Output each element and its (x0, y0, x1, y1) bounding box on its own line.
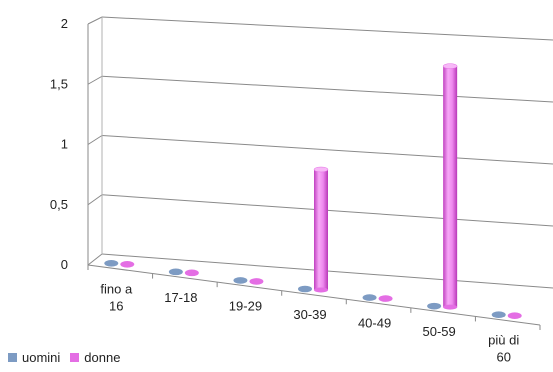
bars (104, 63, 522, 320)
x-category-label-line: 17-18 (164, 290, 197, 305)
x-category-label: 19-29 (229, 298, 262, 313)
bar-uomini-cap (168, 268, 183, 276)
gridline (101, 16, 553, 41)
x-category-label-line: 50-59 (423, 324, 456, 339)
y-tick-label: 2 (61, 16, 68, 31)
bar-uomini-cap (491, 311, 506, 319)
bar-uomini-cap (427, 302, 442, 310)
legend-swatch-uomini (8, 353, 17, 362)
gridline-side (87, 16, 103, 25)
bar-donne-cap (120, 260, 135, 268)
legend-label-uomini: uomini (22, 350, 61, 365)
gridline-side (87, 194, 103, 206)
bar-donne-top (313, 166, 329, 173)
bar-donne-body (443, 66, 458, 308)
bar-donne-cap (184, 269, 199, 277)
x-category-label-line: 19-29 (229, 298, 262, 313)
legend-item-donne: donne (70, 350, 120, 365)
x-category-label: fino a 16 (100, 281, 133, 313)
x-category-label-line: 30-39 (293, 307, 326, 322)
gridline-side (87, 253, 103, 266)
x-category-label: 40-49 (358, 316, 391, 331)
y-tick-label: 0,5 (50, 197, 68, 212)
bar-donne-cap (378, 295, 393, 302)
bar-uomini-cap (362, 294, 377, 301)
bar-uomini-cap (298, 285, 312, 293)
bar-donne-cap (249, 278, 264, 285)
gridline (101, 75, 553, 103)
gridline-side (87, 75, 103, 85)
legend-label-donne: donne (84, 350, 121, 365)
legend-item-uomini: uomini (8, 350, 60, 365)
bar-donne-base (314, 287, 328, 293)
legend-swatch-donne (70, 353, 80, 362)
x-category-label-line: fino a (100, 281, 133, 296)
gridline-side (87, 135, 103, 145)
bar-donne-base (443, 304, 458, 310)
y-tick-labels: 0 0,5 1 1,5 2 (50, 16, 68, 272)
x-category-label-line: 60 (496, 350, 510, 365)
y-tick-label: 0 (61, 257, 68, 272)
x-category-label: 50-59 (423, 324, 456, 339)
bar-uomini-cap (233, 277, 248, 284)
y-tick-label: 1,5 (50, 76, 68, 91)
x-category-label-line: 16 (109, 298, 123, 313)
x-category-label: 17-18 (164, 290, 197, 305)
x-category-label: 30-39 (293, 307, 326, 322)
bar-donne-top (442, 63, 458, 69)
x-category-label-line: più di (488, 333, 519, 348)
legend: uomini donne (8, 350, 120, 365)
axes (87, 17, 541, 330)
x-category-label-line: 40-49 (358, 316, 391, 331)
bar-donne-cap (507, 312, 522, 320)
x-category-labels: fino a 16 17-18 19-29 30-39 40-49 50-59 più di 6… (100, 281, 519, 364)
x-category-label: più di 60 (488, 333, 519, 365)
bar-donne-body (314, 169, 328, 290)
x-axis (87, 264, 541, 326)
bar-uomini-cap (104, 259, 119, 267)
gridline (101, 135, 553, 165)
y-tick-label: 1 (61, 137, 68, 152)
